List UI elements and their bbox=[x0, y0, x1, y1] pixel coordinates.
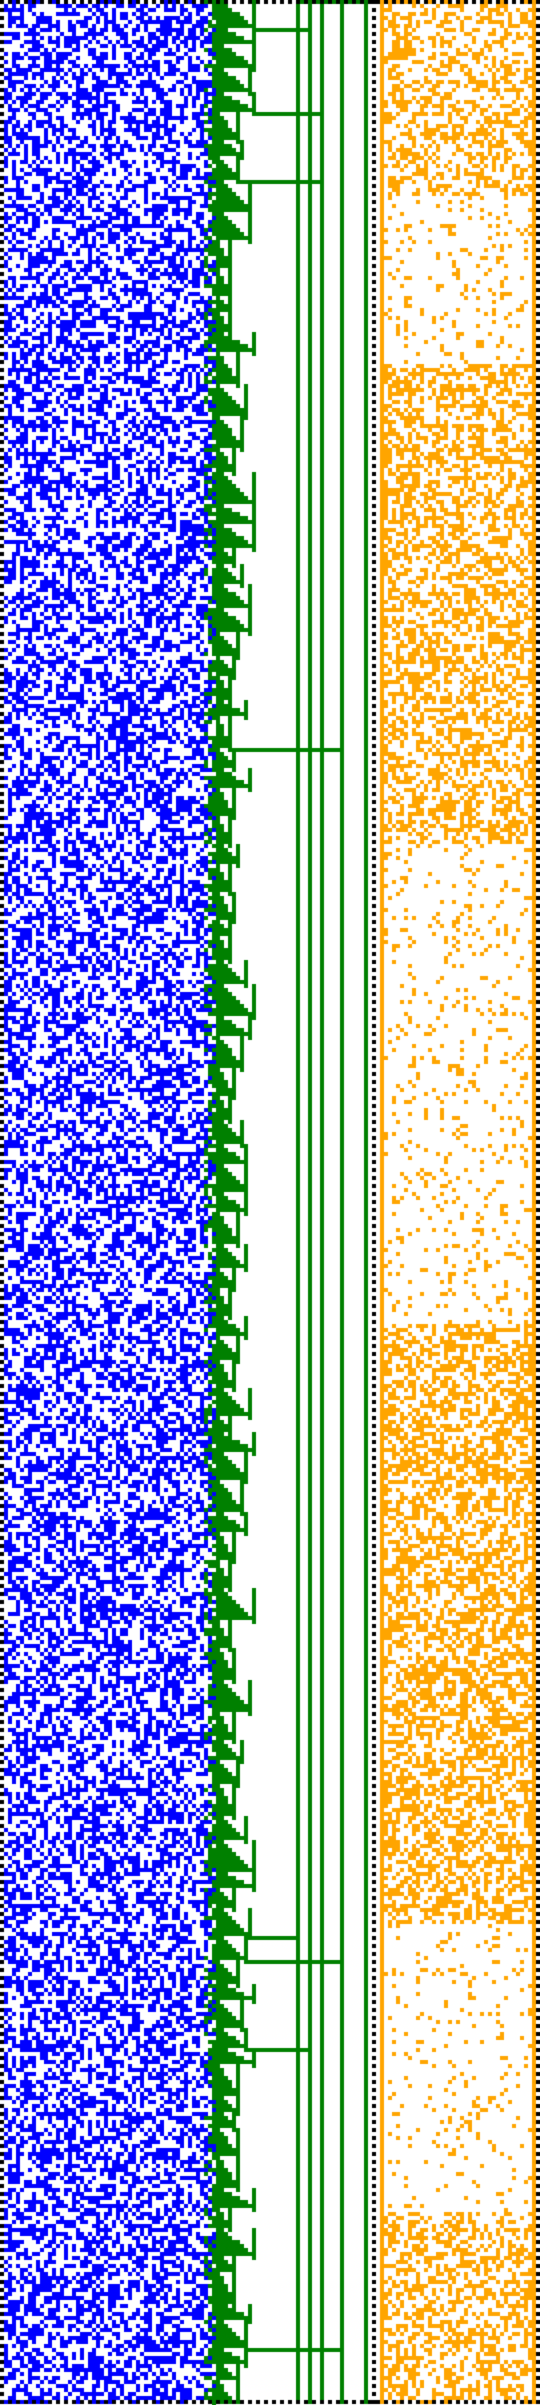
matrix-dendrogram-plot bbox=[0, 0, 540, 2405]
